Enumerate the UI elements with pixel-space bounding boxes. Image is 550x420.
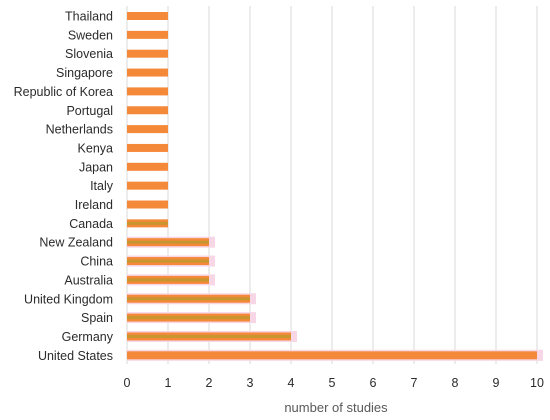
bar-fill-slovenia — [127, 49, 168, 58]
category-label-new-zealand: New Zealand — [39, 236, 113, 250]
category-labels: Thailand Sweden Slovenia Singapore Republic … — [14, 10, 114, 363]
bar-inner-china — [127, 259, 209, 263]
bar-germany — [127, 330, 297, 342]
bar-fill-italy — [127, 181, 168, 190]
bar-spain — [127, 312, 256, 324]
category-label-singapore: Singapore — [56, 66, 113, 80]
bar-fill-japan — [127, 162, 168, 171]
category-label-netherlands: Netherlands — [46, 123, 113, 137]
bar-thailand — [127, 12, 168, 20]
category-label-germany: Germany — [62, 330, 114, 344]
bar-fill-portugal — [127, 106, 168, 115]
x-tick-labels: 0 1 2 3 4 5 6 7 8 9 10 — [124, 376, 544, 390]
bar-ireland — [127, 200, 168, 209]
x-tick-label-1: 1 — [165, 376, 172, 390]
grid-lines — [126, 6, 538, 364]
x-tick-label-3: 3 — [247, 376, 254, 390]
bar-australia — [127, 274, 215, 286]
bar-japan — [127, 162, 168, 171]
category-label-sweden: Sweden — [68, 28, 113, 42]
bar-fill-kenya — [127, 143, 168, 152]
bar-portugal — [127, 106, 168, 115]
category-label-canada: Canada — [69, 217, 113, 231]
category-label-kenya: Kenya — [78, 141, 113, 155]
x-tick-label-0: 0 — [124, 376, 131, 390]
bar-fill-thailand — [127, 12, 168, 20]
bars — [127, 12, 543, 361]
bar-china — [127, 255, 215, 267]
bar-slovenia — [127, 49, 168, 58]
category-label-united-kingdom: United Kingdom — [24, 292, 113, 306]
x-tick-label-4: 4 — [288, 376, 295, 390]
bar-netherlands — [127, 125, 168, 134]
category-label-spain: Spain — [81, 311, 113, 325]
bar-republic-of-korea — [127, 87, 168, 96]
x-tick-label-10: 10 — [530, 376, 544, 390]
bar-fill-republic-of-korea — [127, 87, 168, 96]
bar-canada — [127, 219, 168, 228]
bar-italy — [127, 181, 168, 190]
category-label-united-states: United States — [38, 349, 113, 363]
bar-kenya — [127, 143, 168, 152]
bar-fill-singapore — [127, 68, 168, 77]
x-tick-label-9: 9 — [493, 376, 500, 390]
category-label-thailand: Thailand — [65, 10, 113, 24]
x-tick-label-6: 6 — [370, 376, 377, 390]
bar-fill-ireland — [127, 200, 168, 209]
category-label-slovenia: Slovenia — [65, 47, 113, 61]
category-label-ireland: Ireland — [75, 198, 113, 212]
bar-inner-spain — [127, 316, 250, 320]
bar-inner-canada — [127, 221, 168, 225]
category-label-japan: Japan — [79, 160, 113, 174]
x-tick-label-7: 7 — [411, 376, 418, 390]
bar-fill-netherlands — [127, 125, 168, 134]
bar-fill-sweden — [127, 30, 168, 39]
category-label-republic-of-korea: Republic of Korea — [14, 85, 113, 99]
category-label-china: China — [80, 255, 113, 269]
x-axis-title: number of studies — [284, 400, 388, 415]
x-tick-label-5: 5 — [329, 376, 336, 390]
bar-inner-united-kingdom — [127, 297, 250, 301]
bar-inner-germany — [127, 334, 291, 338]
bar-sweden — [127, 30, 168, 39]
bar-united-kingdom — [127, 293, 256, 305]
bar-singapore — [127, 68, 168, 77]
bar-fill-united-states — [127, 351, 537, 360]
bar-inner-new-zealand — [127, 240, 209, 244]
category-label-italy: Italy — [90, 179, 114, 193]
category-label-portugal: Portugal — [66, 104, 113, 118]
x-tick-label-2: 2 — [206, 376, 213, 390]
x-tick-label-8: 8 — [452, 376, 459, 390]
bar-new-zealand — [127, 236, 215, 248]
category-label-australia: Australia — [64, 273, 113, 287]
bar-inner-australia — [127, 278, 209, 282]
bar-united-states — [127, 349, 543, 361]
